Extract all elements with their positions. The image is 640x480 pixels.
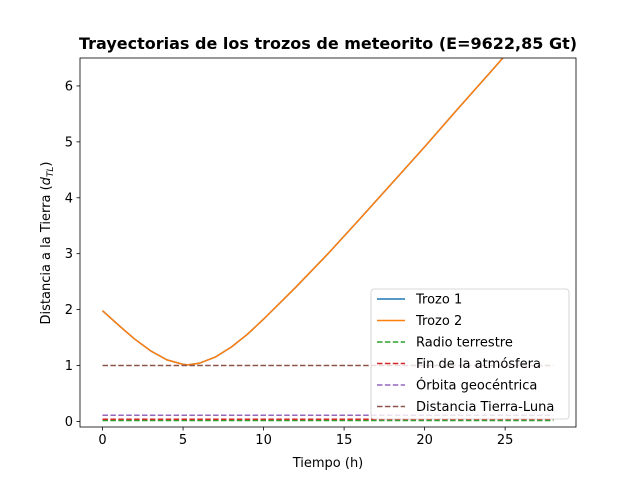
legend-label-6: Distancia Tierra-Luna [416,400,554,415]
legend-frame [370,288,570,420]
chart-title: Trayectorias de los trozos de meteorito … [79,34,577,53]
legend-label-4: Fin de la atmósfera [416,357,541,372]
x-axis-label: Tiempo (h) [292,456,364,471]
x-tick-label: 10 [255,433,272,448]
legend: Trozo 1 Trozo 2 Radio terrestre Fin de la a… [370,288,570,420]
y-axis-label-end: ) [39,161,54,166]
x-tick-label: 20 [416,433,433,448]
plot-layer [101,58,554,422]
plot-frame [79,57,577,428]
y-axis-label: Distancia a la Tierra (dTL) [39,161,56,324]
legend-label-3: Radio terrestre [416,336,513,351]
y-tick-label: 3 [65,247,73,262]
y-axis-label-text: Distancia a la Tierra ( [39,185,54,324]
y-axis-label-math: d [39,176,54,185]
y-tick-label: 5 [65,135,73,150]
y-tick-label: 0 [65,415,73,430]
legend-label-2: Trozo 2 [415,314,462,329]
y-axis-label-sub: TL [46,167,56,178]
series-line-2 [101,58,504,366]
y-tick-label: 6 [65,79,73,94]
axes-layer: 0 5 10 15 20 25 0 1 2 3 4 5 6 [65,57,577,448]
y-tick-label: 4 [65,191,73,206]
legend-label-1: Trozo 1 [415,293,462,308]
x-tick-label: 15 [336,433,353,448]
x-tick-label: 0 [98,433,106,448]
x-tick-label: 5 [179,433,187,448]
x-tick-label: 25 [497,433,514,448]
y-tick-label: 1 [65,359,73,374]
y-tick-label: 2 [65,303,73,318]
legend-label-5: Órbita geocéntrica [416,378,537,394]
